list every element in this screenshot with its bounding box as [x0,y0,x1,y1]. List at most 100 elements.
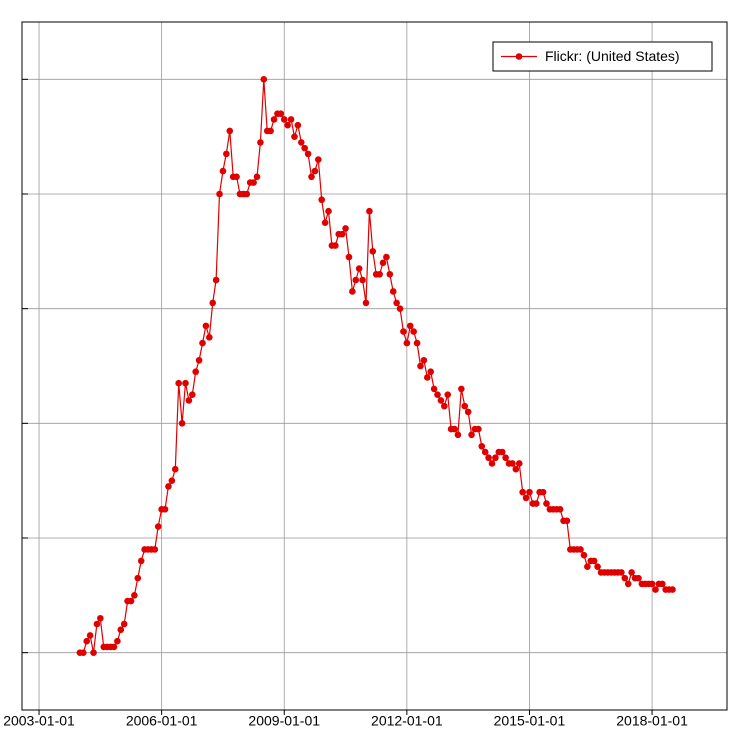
data-point [308,173,315,181]
data-point [243,190,251,198]
data-point [563,517,571,525]
data-point [117,626,125,634]
data-point [393,299,400,307]
data-point [383,253,390,261]
data-point [389,288,397,295]
data-point [321,219,329,226]
data-point [315,156,322,163]
data-point [478,442,486,450]
data-point [420,356,428,364]
data-point [580,551,588,559]
data-point [461,402,469,410]
data-point [83,637,91,645]
data-point [110,643,118,651]
data-point [590,557,598,565]
data-point [451,425,458,433]
data-point [427,368,434,376]
data-point [80,649,87,656]
data-point [86,632,94,639]
data-point [349,288,356,295]
data-point [345,253,353,261]
data-point [444,391,452,398]
data-point [519,488,526,496]
data-point [209,299,217,307]
data-point [294,121,302,129]
data-point [468,431,475,439]
data-point [325,207,332,215]
data-point [635,574,642,582]
data-point [417,362,424,370]
data-point [270,116,278,123]
data-point [114,637,121,645]
data-point [492,454,499,462]
data-point [90,649,97,656]
data-point [291,133,298,140]
data-point [223,150,230,158]
data-point [498,448,506,456]
x-tick-label: 2003-01-01 [3,713,75,729]
data-point [277,110,285,118]
data-point [260,76,268,83]
plot-frame [21,21,728,711]
data-point [151,546,159,553]
data-point [280,116,288,123]
data-point [332,242,339,249]
data-point [195,356,203,364]
data-point [253,173,261,181]
x-tick-label: 2015-01-01 [494,713,566,729]
data-point [137,557,145,565]
data-point [485,454,492,462]
data-point [577,546,584,553]
data-point [403,339,411,347]
data-point [202,322,210,330]
data-point [175,379,182,387]
data-point [658,580,666,588]
data-point [359,276,366,284]
data-point [539,488,547,496]
data-point [526,488,533,496]
data-point [464,408,472,416]
data-point [127,597,135,605]
data-point [502,454,509,462]
data-point [594,563,601,570]
data-point [267,127,274,135]
data-point [318,196,326,204]
data-point [192,368,199,376]
data-point [488,460,496,467]
data-point [165,483,172,490]
data-point [168,477,176,484]
series-line [79,79,673,654]
data-point [134,574,142,582]
data-point [304,150,312,158]
data-point [250,179,257,186]
x-tick-label: 2006-01-01 [126,713,198,729]
data-point [301,144,308,152]
data-point [131,592,138,599]
data-point [556,506,564,513]
data-point [396,305,404,312]
data-point [430,385,438,393]
data-point [284,121,291,129]
data-point [185,397,193,404]
data-point [437,397,445,404]
data-point [624,580,632,588]
data-point [287,116,295,123]
x-tick-label: 2012-01-01 [371,713,443,729]
data-point [400,328,407,335]
data-point [441,402,448,410]
data-point [342,225,349,232]
data-point [628,569,635,576]
data-point [413,339,421,347]
data-point [97,614,104,622]
data-point [93,620,101,628]
data-point [199,339,206,347]
x-tick-label: 2009-01-01 [248,713,320,729]
data-point [522,494,530,502]
data-point [212,276,220,284]
data-point [311,167,319,175]
data-point [171,465,179,473]
data-point [410,328,417,335]
data-point [188,391,196,398]
data-point [182,379,189,387]
